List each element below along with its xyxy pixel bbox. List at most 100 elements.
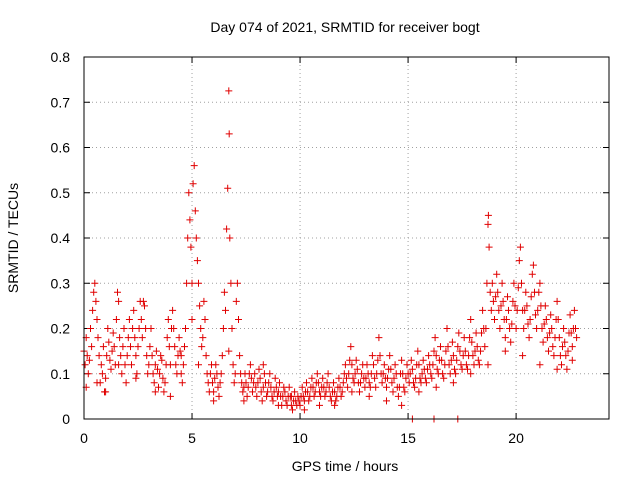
data-point-srmtid xyxy=(116,334,124,342)
data-point-srmtid xyxy=(561,338,569,346)
data-point-srmtid xyxy=(372,383,380,391)
data-point-srmtid xyxy=(440,374,448,382)
data-point-srmtid xyxy=(511,302,519,310)
data-point-srmtid xyxy=(214,383,222,391)
data-point-srmtid xyxy=(573,334,581,342)
data-point-srmtid xyxy=(374,356,382,364)
data-point-srmtid xyxy=(225,87,233,95)
data-point-srmtid xyxy=(122,379,130,387)
data-point-srmtid xyxy=(251,370,259,378)
data-point-srmtid xyxy=(166,392,174,400)
data-point-srmtid xyxy=(479,306,487,314)
data-point-srmtid xyxy=(425,352,433,360)
data-point-srmtid xyxy=(95,352,103,360)
data-point-srmtid xyxy=(357,379,364,387)
data-point-srmtid xyxy=(553,365,561,373)
data-point-srmtid xyxy=(415,388,423,396)
data-point-srmtid xyxy=(156,370,164,378)
x-tick-label: 5 xyxy=(188,430,196,446)
data-point-srmtid xyxy=(403,361,411,369)
data-point-srmtid xyxy=(176,347,184,355)
data-point-srmtid xyxy=(232,297,240,305)
y-tick-label: 0.7 xyxy=(51,94,71,110)
y-tick-label: 0.6 xyxy=(51,140,71,156)
data-point-srmtid xyxy=(276,379,283,387)
data-point-srmtid xyxy=(107,365,115,373)
data-point-srmtid xyxy=(114,288,121,296)
data-point-srmtid xyxy=(348,361,356,369)
data-point-srmtid xyxy=(155,383,162,391)
data-point-srmtid xyxy=(91,279,99,287)
data-point-srmtid xyxy=(375,334,383,342)
data-point-srmtid xyxy=(501,334,509,342)
data-point-srmtid xyxy=(481,343,489,351)
data-point-srmtid xyxy=(406,370,414,378)
data-point-srmtid xyxy=(347,343,355,351)
data-point-srmtid xyxy=(210,397,218,405)
data-point-srmtid xyxy=(506,325,514,332)
data-point-srmtid xyxy=(558,361,565,369)
data-point-srmtid xyxy=(240,397,248,405)
data-point-srmtid xyxy=(371,374,379,382)
data-point-srmtid xyxy=(129,325,137,332)
data-point-srmtid xyxy=(90,288,98,296)
data-point-srmtid xyxy=(169,306,177,314)
data-point-srmtid xyxy=(191,207,199,215)
data-point-srmtid xyxy=(543,334,551,342)
data-point-srmtid xyxy=(103,352,111,360)
data-point-srmtid xyxy=(259,383,267,391)
data-point-srmtid xyxy=(97,361,105,369)
data-point-srmtid xyxy=(192,234,200,242)
data-point-srmtid xyxy=(266,370,274,378)
data-point-srmtid xyxy=(177,352,185,360)
data-point-srmtid xyxy=(491,316,498,323)
data-point-srmtid xyxy=(131,334,139,342)
data-point-srmtid xyxy=(84,370,92,378)
data-point-srmtid xyxy=(442,347,450,355)
data-point-srmtid xyxy=(110,343,118,351)
data-point-srmtid xyxy=(147,325,155,332)
data-point-srmtid xyxy=(572,325,579,332)
data-point-srmtid xyxy=(219,325,227,332)
data-point-srmtid xyxy=(164,316,172,323)
data-point-srmtid xyxy=(305,397,313,405)
data-point-srmtid xyxy=(212,361,220,369)
data-point-srmtid xyxy=(106,356,114,364)
data-point-srmtid xyxy=(455,329,463,337)
data-point-srmtid xyxy=(171,343,179,351)
data-point-srmtid xyxy=(83,352,91,360)
data-point-srmtid xyxy=(148,352,156,360)
data-point-srmtid xyxy=(264,388,272,396)
data-point-srmtid xyxy=(247,374,255,382)
data-point-srmtid xyxy=(188,316,196,323)
data-point-srmtid xyxy=(115,297,123,305)
data-point-srmtid xyxy=(532,311,539,319)
data-point-srmtid xyxy=(466,334,474,342)
data-point-srmtid xyxy=(227,279,235,287)
data-point-srmtid xyxy=(514,284,522,292)
data-point-srmtid xyxy=(339,379,347,387)
data-point-srmtid xyxy=(135,325,143,332)
data-point-srmtid xyxy=(484,361,492,369)
data-point-srmtid xyxy=(518,279,525,287)
data-point-srmtid xyxy=(289,406,296,414)
data-point-srmtid xyxy=(112,316,120,323)
data-point-srmtid xyxy=(400,383,408,391)
data-point-srmtid xyxy=(108,347,116,355)
y-tick-label: 0.1 xyxy=(51,366,71,382)
data-point-srmtid xyxy=(535,288,543,296)
data-point-srmtid xyxy=(127,343,134,351)
data-point-srmtid xyxy=(362,374,370,382)
data-point-srmtid xyxy=(199,334,207,342)
data-point-srmtid xyxy=(497,302,505,310)
data-point-srmtid xyxy=(308,374,316,382)
data-point-srmtid xyxy=(433,365,441,373)
data-point-srmtid xyxy=(304,388,312,396)
data-point-srmtid xyxy=(160,388,168,396)
data-point-srmtid xyxy=(322,388,330,396)
data-point-srmtid xyxy=(188,279,196,287)
data-point-srmtid xyxy=(235,316,242,323)
data-point-srmtid xyxy=(538,325,546,332)
data-point-srmtid xyxy=(451,365,458,373)
